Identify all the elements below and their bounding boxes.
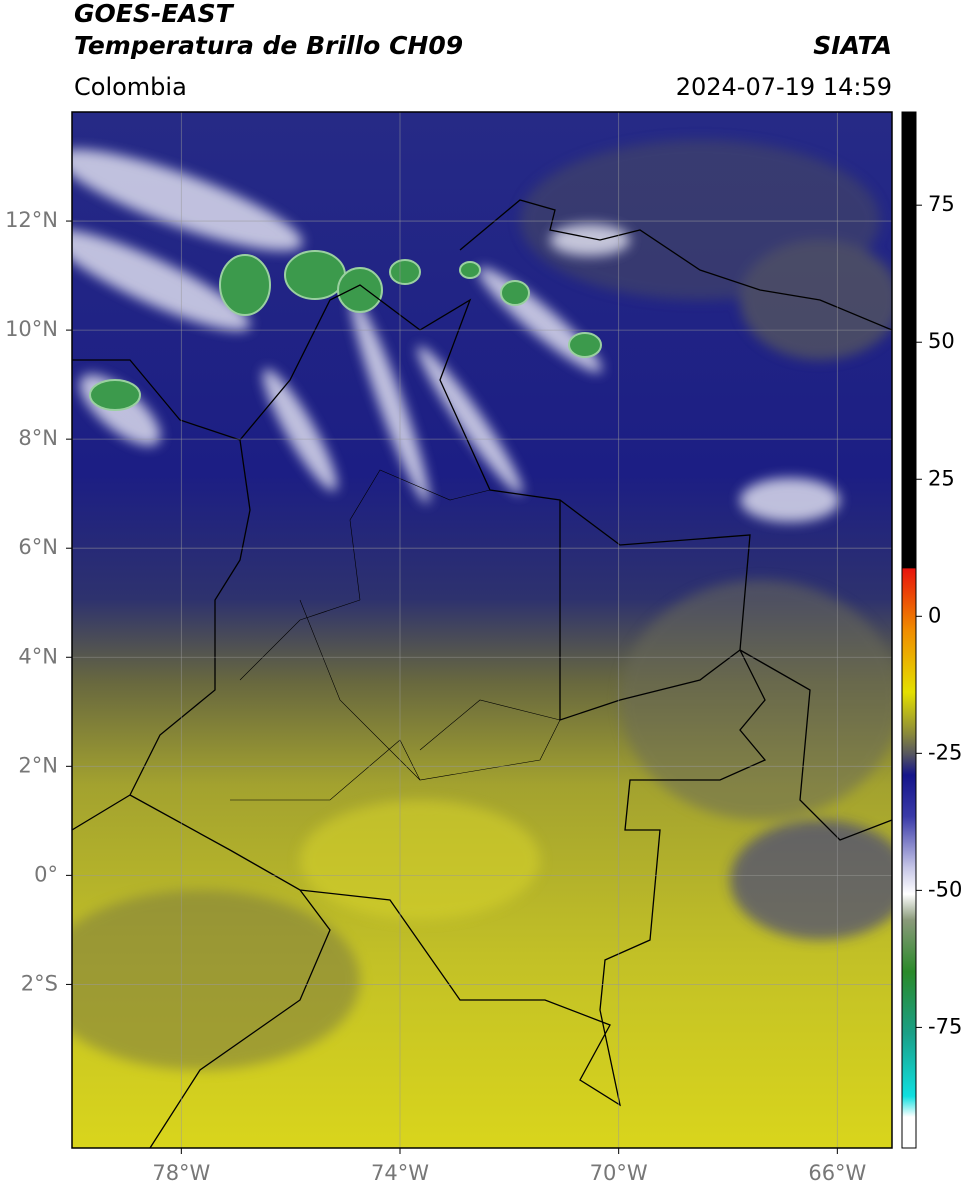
y-tick-label: 6°N (18, 535, 58, 559)
y-tick-label: 10°N (5, 317, 58, 341)
colorbar-tick-label: 75 (928, 192, 955, 216)
y-tick-label: 2°N (18, 753, 58, 777)
title: GOES-EAST (74, 0, 235, 28)
map-frame (71, 111, 893, 1149)
subtitle: Temperatura de Brillo CH09 (74, 31, 463, 60)
y-tick-label: 0° (34, 862, 58, 886)
x-tick-label: 78°W (152, 1161, 210, 1185)
timestamp: 2024-07-19 14:59 (676, 73, 892, 101)
y-tick-label: 8°N (18, 426, 58, 450)
colorbar-tick-label: -25 (928, 740, 962, 764)
x-tick-label: 70°W (590, 1161, 648, 1185)
colorbar-tick-label: 50 (928, 329, 955, 353)
colorbar-tick-label: 0 (928, 603, 941, 627)
colorbar (901, 111, 917, 1149)
colorbar-tick-label: -50 (928, 877, 962, 901)
y-tick-label: 12°N (5, 208, 58, 232)
y-tick-label: 4°N (18, 644, 58, 668)
y-tick-label: 2°S (21, 971, 58, 995)
x-tick-label: 66°W (808, 1161, 866, 1185)
colorbar-tick-label: 25 (928, 466, 955, 490)
colorbar-tick-label: -75 (928, 1014, 962, 1038)
region: Colombia (74, 73, 187, 101)
source: SIATA (813, 31, 892, 60)
satellite-image (72, 112, 892, 1148)
x-tick-label: 74°W (371, 1161, 429, 1185)
